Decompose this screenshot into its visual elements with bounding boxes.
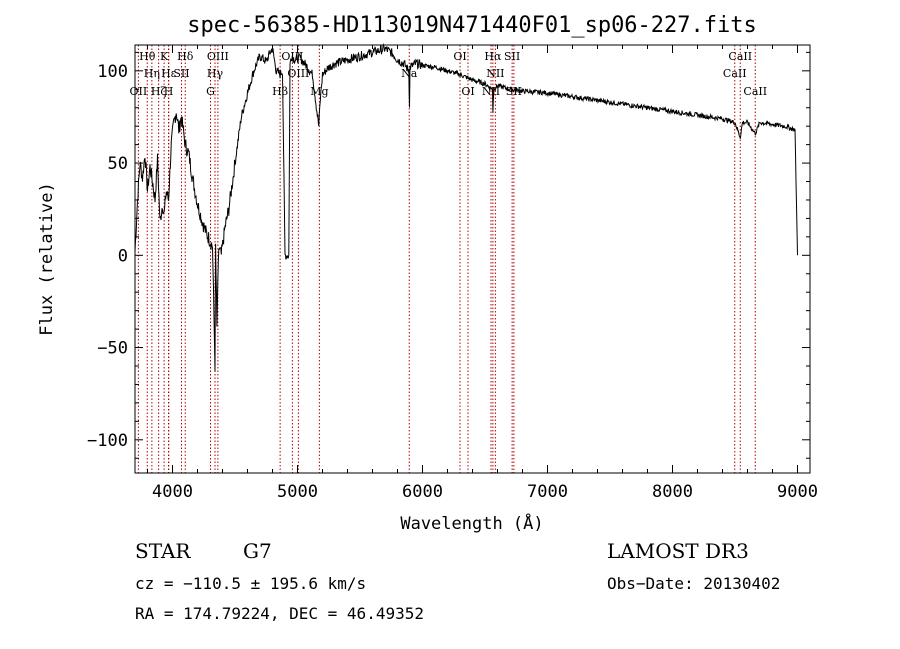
y-tick-label-0: −100 <box>87 431 128 451</box>
x-axis-label: Wavelength (Å) <box>400 512 543 534</box>
line-label-24: CaII <box>723 67 747 80</box>
y-tick-label-1: −50 <box>97 339 128 359</box>
line-label-18: OI <box>461 85 474 98</box>
y-axis-label: Flux (relative) <box>37 182 57 336</box>
line-label-21: NII <box>486 67 504 80</box>
line-label-22: SII <box>504 50 520 63</box>
ra-dec-coordinates: RA = 174.79224, DEC = 46.49352 <box>135 604 424 623</box>
survey-name: LAMOST DR3 <box>607 539 749 563</box>
line-label-8: Hδ <box>177 50 194 63</box>
line-label-10: Hγ <box>207 67 224 80</box>
line-label-15: Mg <box>310 85 328 98</box>
line-label-9: G <box>206 85 215 98</box>
y-tick-label-3: 50 <box>108 154 128 174</box>
redshift-cz: cz = −110.5 ± 195.6 km/s <box>135 574 366 593</box>
line-label-6: Hε <box>161 67 177 80</box>
line-label-11: OIII <box>207 50 229 63</box>
line-label-2: Hη <box>144 67 160 80</box>
line-label-25: CaII <box>728 50 752 63</box>
line-label-0: OII <box>130 85 148 98</box>
y-tick-label-2: 0 <box>118 246 128 266</box>
object-class: STAR <box>135 539 191 563</box>
x-tick-label-1: 5000 <box>277 482 318 502</box>
line-label-7: SII <box>173 67 189 80</box>
x-axis-ticks: 4000 5000 6000 7000 8000 9000 <box>147 45 818 502</box>
spectral-line-labels: OIIHθHηHζKHHεSIIHδGHγOIIIHβOIIIOIIIMgNaO… <box>130 50 768 98</box>
line-label-12: Hβ <box>272 85 288 98</box>
x-tick-label-0: 4000 <box>152 482 193 502</box>
observation-date: Obs−Date: 20130402 <box>607 574 780 593</box>
x-tick-label-2: 6000 <box>402 482 443 502</box>
line-label-26: CaII <box>743 85 767 98</box>
line-label-5: H <box>164 85 174 98</box>
chart-title: spec-56385-HD113019N471440F01_sp06-227.f… <box>187 13 757 38</box>
line-label-1: Hθ <box>139 50 156 63</box>
y-tick-label-4: 100 <box>97 62 128 82</box>
y-axis-ticks: −100 −50 0 50 100 <box>87 51 810 459</box>
line-label-4: K <box>160 50 169 63</box>
x-tick-label-3: 7000 <box>527 482 568 502</box>
spectrum-series-line <box>134 42 798 372</box>
x-tick-label-4: 8000 <box>652 482 693 502</box>
x-tick-label-5: 9000 <box>777 482 818 502</box>
plot-frame <box>134 44 811 474</box>
line-label-20: Hα <box>484 50 502 63</box>
line-label-17: OI <box>453 50 466 63</box>
object-subclass: G7 <box>243 539 272 563</box>
line-label-14: OIII <box>287 67 309 80</box>
line-label-3: Hζ <box>151 85 167 98</box>
